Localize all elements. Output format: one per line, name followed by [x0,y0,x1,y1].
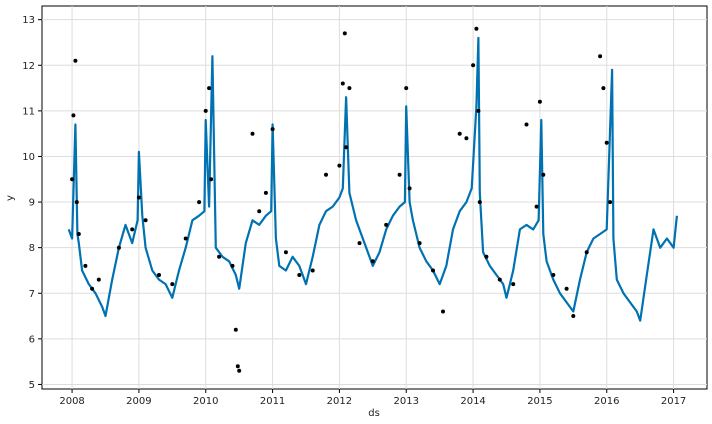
observed-point [431,268,435,273]
observed-point [601,86,606,91]
y-tick-label: 10 [22,152,35,163]
y-tick-label: 9 [29,198,35,209]
y-axis-label: y [5,195,16,201]
observed-point [310,268,315,273]
observed-point [324,172,328,177]
observed-point [237,368,242,373]
observed-point [270,127,275,132]
observed-point [384,222,389,227]
observed-point [257,209,262,214]
series-layer [67,26,678,373]
observed-point [209,177,214,182]
observed-point [357,241,362,246]
observed-point [344,145,349,150]
observed-point [464,136,469,141]
observed-point [604,140,609,145]
gridlines [42,6,707,389]
x-tick-label: 2014 [460,396,485,407]
observed-point [484,254,489,259]
observed-point [263,190,268,195]
observed-point [83,263,88,268]
observed-point [342,31,347,36]
observed-point [90,286,95,291]
x-tick-label: 2011 [260,396,285,407]
observed-point [130,227,135,232]
observed-point [370,259,375,264]
y-tick-label: 5 [29,380,35,391]
observed-point [584,250,589,255]
observed-point [203,108,208,113]
observed-point [417,241,422,246]
observed-point [233,327,238,332]
observed-point [477,200,482,205]
observed-point [497,277,502,282]
observed-point [511,282,516,287]
observed-point [297,273,302,277]
observed-point [397,172,402,177]
observed-point [551,273,556,277]
observed-point [457,131,462,136]
y-tick-label: 6 [29,334,35,345]
observed-point [524,122,529,127]
observed-point [170,282,175,287]
x-tick-label: 2012 [327,396,352,407]
observed-point [136,195,141,200]
observed-point [283,250,288,255]
x-tick-label: 2013 [394,396,419,407]
observed-point [230,263,235,268]
observed-point [70,177,75,182]
observed-point [96,277,101,282]
observed-point [534,204,539,209]
x-tick-label: 2010 [193,396,218,407]
observed-point [250,131,255,136]
y-axis: 5 6 7 8 9 10 11 12 13 [22,15,42,391]
observed-point [71,113,76,118]
observed-point [143,218,148,223]
x-tick-label: 2009 [126,396,151,407]
observed-point [337,163,342,168]
x-axis: 2008 2009 2010 2011 2012 2013 2014 2015 2016 2017 [59,389,686,407]
x-tick-label: 2008 [59,396,84,407]
y-tick-label: 11 [22,106,35,117]
observed-point [476,108,481,113]
observed-point [157,273,161,277]
observed-point [474,26,479,31]
observed-point [537,99,542,104]
observed-point [407,186,412,191]
observed-point [74,200,79,205]
observed-point [73,58,78,63]
observed-point [76,232,81,236]
observed-point [207,86,212,91]
observed-point [541,172,546,177]
observed-point [235,364,240,369]
x-tick-label: 2017 [661,396,686,407]
x-axis-label: ds [368,408,380,419]
observed-point [347,86,352,91]
observed-point [564,286,569,291]
observed-point [608,200,613,205]
observed-point [183,236,188,241]
forecast-line [67,36,678,322]
observed-point [441,309,445,314]
observed-point [571,314,576,318]
y-tick-label: 8 [29,243,35,254]
observed-point [116,245,121,250]
observed-point [197,200,202,205]
observed-point [598,54,603,59]
plot-frame [41,5,708,390]
x-tick-label: 2015 [527,396,552,407]
y-tick-label: 12 [22,61,35,72]
observed-point [217,254,222,259]
observed-point [471,63,476,68]
y-tick-label: 13 [22,15,35,26]
y-tick-label: 7 [29,289,35,300]
observed-point [404,86,409,91]
observed-point [340,81,345,86]
x-tick-label: 2016 [594,396,619,407]
plot-area [41,5,708,390]
